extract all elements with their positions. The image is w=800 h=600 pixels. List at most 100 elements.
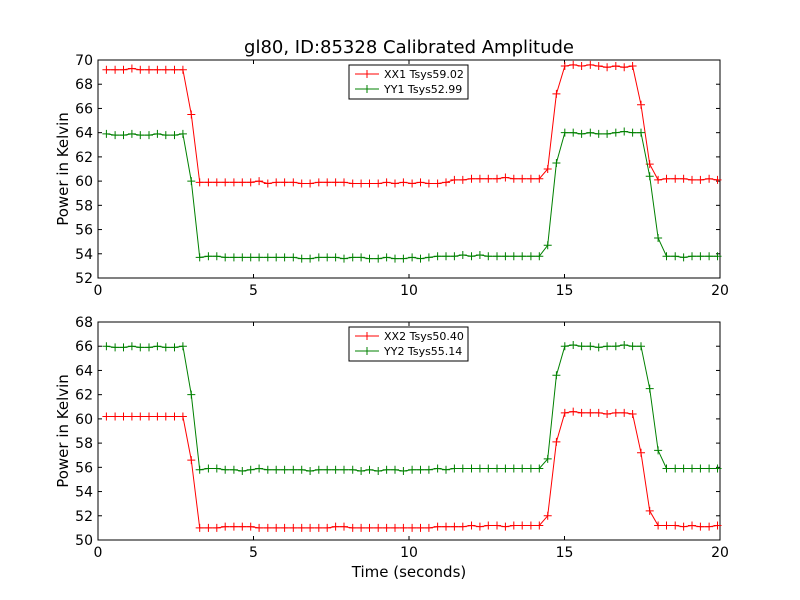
y-tick-label: 52 xyxy=(75,509,93,525)
data-point-marker xyxy=(314,523,323,532)
data-point-marker xyxy=(518,521,527,530)
data-point-marker xyxy=(442,522,451,531)
data-point-marker xyxy=(272,253,281,262)
data-point-marker xyxy=(246,178,255,187)
data-point-marker xyxy=(212,252,221,261)
data-point-marker xyxy=(306,523,315,532)
y-tick-label: 54 xyxy=(75,485,93,501)
data-point-marker xyxy=(611,342,620,351)
data-point-marker xyxy=(238,253,247,262)
data-point-marker xyxy=(204,523,213,532)
data-point-marker xyxy=(484,174,493,183)
data-point-marker xyxy=(255,177,264,186)
data-point-marker xyxy=(187,110,196,119)
data-point-marker xyxy=(119,65,128,74)
data-point-marker xyxy=(713,252,722,261)
data-point-marker xyxy=(552,89,561,98)
data-point-marker xyxy=(416,178,425,187)
data-point-marker xyxy=(458,250,467,259)
data-point-marker xyxy=(450,464,459,473)
data-point-marker xyxy=(348,465,357,474)
x-tick-label: 10 xyxy=(400,545,418,561)
data-point-marker xyxy=(501,522,510,531)
data-point-marker xyxy=(509,521,518,530)
data-point-marker xyxy=(238,466,247,475)
data-point-marker xyxy=(382,253,391,262)
data-point-marker xyxy=(560,408,569,417)
data-point-marker xyxy=(306,466,315,475)
data-point-marker xyxy=(475,464,484,473)
data-point-marker xyxy=(603,63,612,72)
data-point-marker xyxy=(340,254,349,263)
data-point-marker xyxy=(688,175,697,184)
data-point-marker xyxy=(433,252,442,261)
data-point-marker xyxy=(221,253,230,262)
data-point-marker xyxy=(170,412,179,421)
data-point-marker xyxy=(645,172,654,181)
data-point-marker xyxy=(442,465,451,474)
y-axis-label: Power in Kelvin xyxy=(54,112,72,226)
data-point-marker xyxy=(662,174,671,183)
data-point-marker xyxy=(628,410,637,419)
data-point-marker xyxy=(654,234,663,243)
data-point-marker xyxy=(187,390,196,399)
data-point-marker xyxy=(357,466,366,475)
data-point-marker xyxy=(348,523,357,532)
data-point-marker xyxy=(153,412,162,421)
y-tick-label: 68 xyxy=(75,315,93,331)
y-tick-label: 52 xyxy=(75,271,93,287)
data-point-marker xyxy=(484,252,493,261)
data-point-marker xyxy=(594,129,603,138)
data-point-marker xyxy=(102,65,111,74)
legend: XX1 Tsys59.02 YY1 Tsys52.99 xyxy=(348,64,469,100)
data-point-marker xyxy=(348,253,357,262)
data-point-marker xyxy=(552,158,561,167)
data-point-marker xyxy=(246,522,255,531)
data-point-marker xyxy=(263,179,272,188)
data-point-marker xyxy=(654,521,663,530)
data-point-marker xyxy=(297,523,306,532)
data-point-marker xyxy=(509,464,518,473)
data-point-marker xyxy=(161,131,170,140)
figure-title: gl80, ID:85328 Calibrated Amplitude xyxy=(244,37,574,58)
data-point-marker xyxy=(569,407,578,416)
data-point-marker xyxy=(229,178,238,187)
data-point-marker xyxy=(153,129,162,138)
data-point-marker xyxy=(526,464,535,473)
data-point-marker xyxy=(408,179,417,188)
legend: XX2 Tsys50.40 YY2 Tsys55.14 xyxy=(348,326,469,362)
data-point-marker xyxy=(145,131,154,140)
data-point-marker xyxy=(628,62,637,71)
data-point-marker xyxy=(628,342,637,351)
data-point-marker xyxy=(331,178,340,187)
y-tick-label: 66 xyxy=(75,101,93,117)
data-point-marker xyxy=(518,252,527,261)
data-point-marker xyxy=(357,523,366,532)
data-point-marker xyxy=(543,454,552,463)
data-point-marker xyxy=(314,253,323,262)
data-point-marker xyxy=(280,465,289,474)
data-point-marker xyxy=(662,464,671,473)
data-point-marker xyxy=(442,252,451,261)
data-point-marker xyxy=(408,465,417,474)
data-point-marker xyxy=(467,464,476,473)
data-point-marker xyxy=(679,464,688,473)
data-point-marker xyxy=(127,64,136,73)
data-point-marker xyxy=(637,100,646,109)
data-point-marker xyxy=(204,178,213,187)
data-point-marker xyxy=(161,343,170,352)
data-point-marker xyxy=(458,464,467,473)
data-point-marker xyxy=(679,522,688,531)
data-point-marker xyxy=(204,464,213,473)
data-point-marker xyxy=(340,178,349,187)
data-point-marker xyxy=(475,522,484,531)
data-point-marker xyxy=(484,464,493,473)
legend-marker xyxy=(363,332,371,340)
data-point-marker xyxy=(365,179,374,188)
data-point-marker xyxy=(560,62,569,71)
data-point-marker xyxy=(111,343,120,352)
x-tick-label: 20 xyxy=(711,283,729,299)
data-point-marker xyxy=(348,179,357,188)
data-point-marker xyxy=(611,128,620,137)
